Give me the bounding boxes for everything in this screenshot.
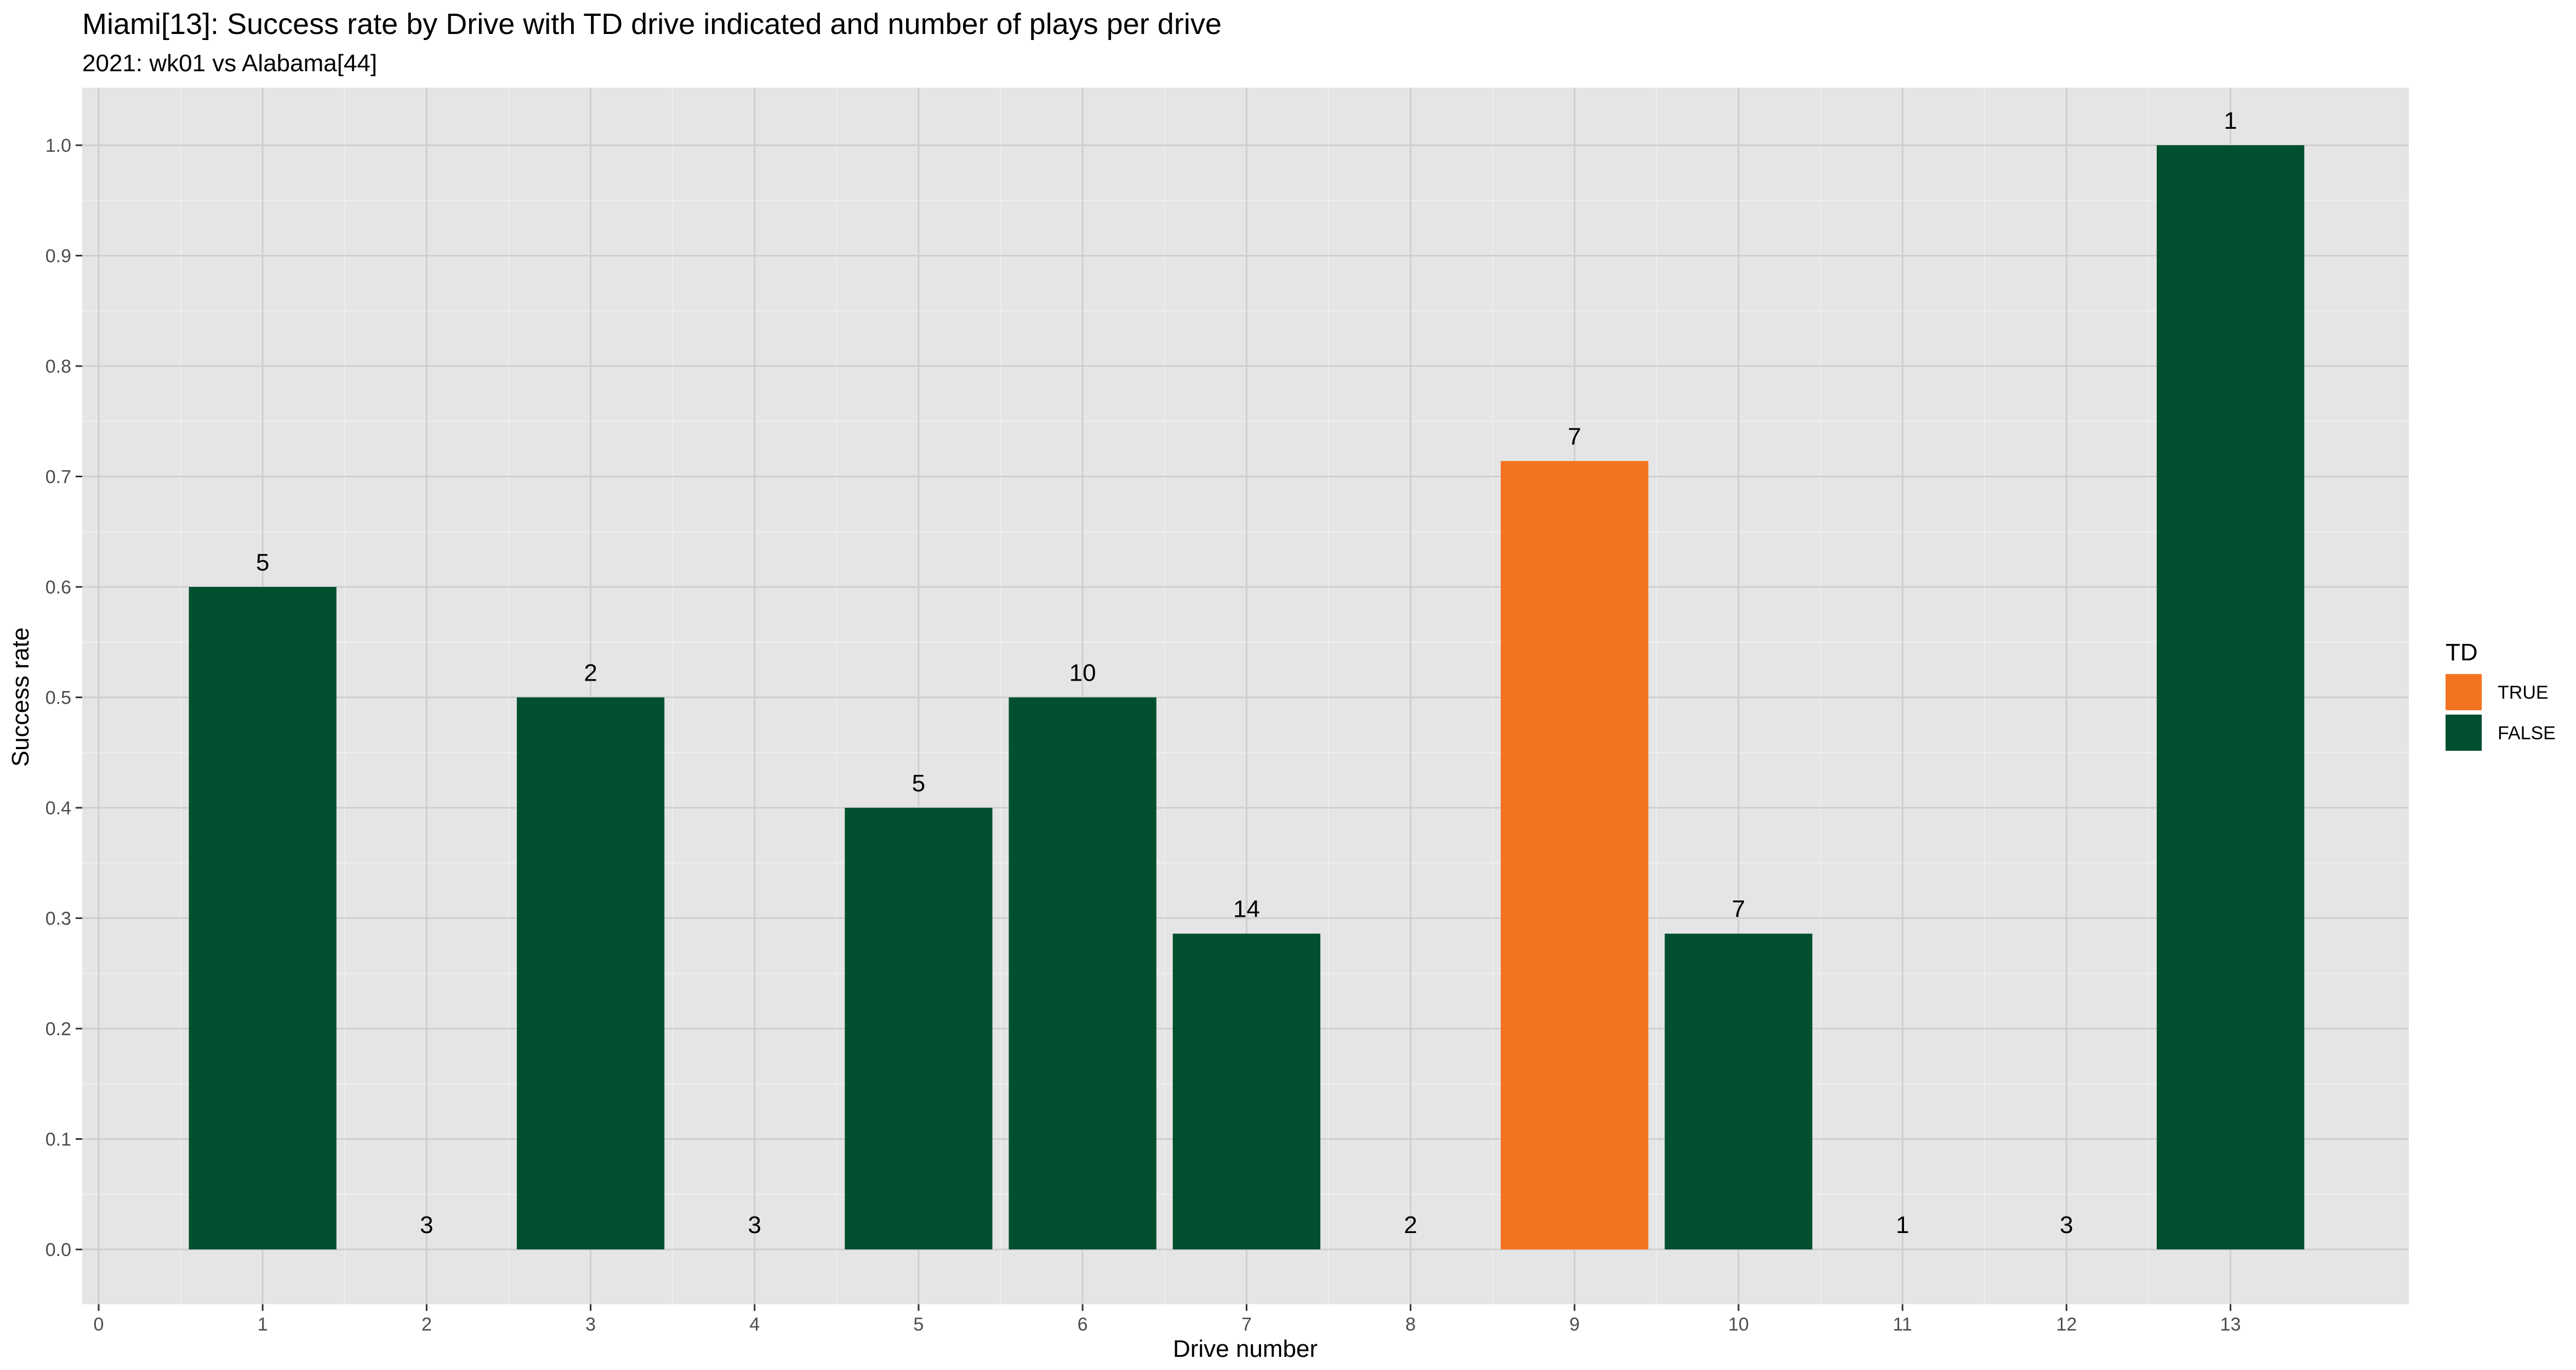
- y-tick-label: 0.3: [45, 909, 71, 929]
- bar-label-drive-8: 2: [1404, 1212, 1417, 1238]
- legend-swatch-false: [2446, 715, 2482, 751]
- bar-label-drive-10: 7: [1732, 896, 1745, 923]
- legend-label-true: TRUE: [2498, 682, 2549, 703]
- bar-label-drive-12: 3: [2060, 1212, 2073, 1238]
- y-axis-ticks: 0.0 0.1 0.2 0.3 0.4 0.5 0.6 0.7 0.8 0.9 1.0: [45, 135, 82, 1260]
- y-tick-label: 0.1: [45, 1129, 71, 1150]
- y-tick-label: 0.9: [45, 246, 71, 267]
- y-tick-label: 0.4: [45, 798, 71, 819]
- x-tick-label: 12: [2056, 1314, 2077, 1335]
- x-tick-label: 2: [421, 1314, 432, 1335]
- bar-drive-1: [189, 587, 337, 1249]
- bar-drive-9: [1501, 461, 1649, 1249]
- bar-drive-5: [845, 808, 993, 1249]
- x-tick-label: 7: [1241, 1314, 1252, 1335]
- y-tick-label: 0.5: [45, 688, 71, 709]
- bar-label-drive-1: 5: [256, 549, 269, 576]
- bar-label-drive-3: 2: [584, 660, 597, 687]
- bar-label-drive-9: 7: [1568, 423, 1581, 450]
- x-tick-label: 4: [749, 1314, 760, 1335]
- bar-label-drive-7: 14: [1233, 896, 1260, 923]
- y-axis-label: Success rate: [7, 627, 34, 767]
- x-tick-label: 1: [258, 1314, 268, 1335]
- x-axis-ticks: 0 1 2 3 4 5 6 7 8 9 10 11 12 13: [94, 1304, 2241, 1335]
- legend-label-false: FALSE: [2498, 723, 2556, 744]
- x-tick-label: 11: [1893, 1314, 1912, 1335]
- bars: [189, 145, 2305, 1249]
- bar-label-drive-13: 1: [2224, 107, 2237, 134]
- y-tick-label: 0.2: [45, 1019, 71, 1040]
- chart-title: Miami[13]: Success rate by Drive with TD…: [82, 8, 1222, 41]
- legend-title: TD: [2446, 639, 2478, 666]
- y-tick-label: 0.8: [45, 356, 71, 377]
- bar-drive-3: [516, 697, 665, 1249]
- bar-label-drive-4: 3: [748, 1212, 761, 1238]
- x-tick-label: 6: [1078, 1314, 1088, 1335]
- x-tick-label: 13: [2220, 1314, 2241, 1335]
- legend: TD TRUE FALSE: [2446, 639, 2556, 751]
- bar-label-drive-2: 3: [420, 1212, 433, 1238]
- bar-label-drive-11: 1: [1896, 1212, 1909, 1238]
- x-tick-label: 9: [1569, 1314, 1580, 1335]
- bar-drive-13: [2156, 145, 2305, 1249]
- x-tick-label: 5: [914, 1314, 924, 1335]
- legend-swatch-true: [2446, 674, 2482, 710]
- bar-label-drive-6: 10: [1069, 660, 1096, 687]
- bar-drive-10: [1665, 933, 1813, 1249]
- y-tick-label: 0.6: [45, 577, 71, 598]
- y-tick-label: 0.0: [45, 1240, 71, 1260]
- x-tick-label: 8: [1405, 1314, 1416, 1335]
- bar-drive-6: [1008, 697, 1156, 1249]
- x-tick-label: 10: [1728, 1314, 1749, 1335]
- chart-subtitle: 2021: wk01 vs Alabama[44]: [82, 50, 377, 77]
- y-tick-label: 0.7: [45, 467, 71, 488]
- x-axis-label: Drive number: [1173, 1335, 1318, 1362]
- bar-label-drive-5: 5: [912, 770, 925, 797]
- x-tick-label: 3: [585, 1314, 596, 1335]
- y-tick-label: 1.0: [45, 135, 71, 156]
- bar-labels: 5 3 2 3 5 10 14 2 7 7 1 3 1: [256, 107, 2237, 1238]
- bar-drive-7: [1172, 933, 1321, 1249]
- x-tick-label: 0: [94, 1314, 104, 1335]
